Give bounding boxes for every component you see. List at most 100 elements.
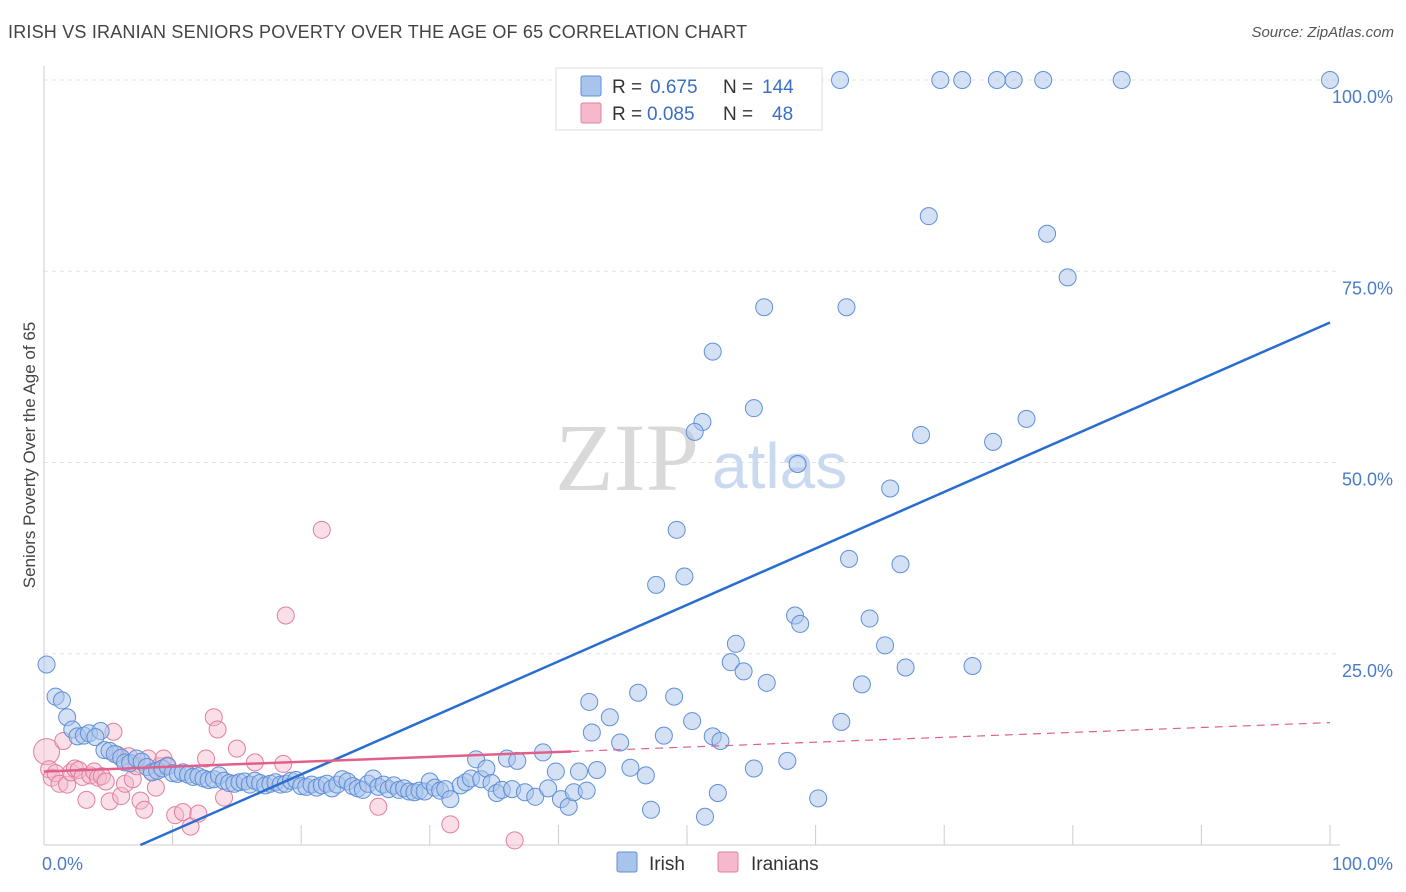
y-tick-label-3: 100.0%: [1332, 87, 1393, 107]
irish-point: [744, 399, 763, 418]
irish-point: [840, 549, 859, 568]
irish-point: [987, 71, 1006, 89]
irish-point: [1058, 268, 1077, 287]
irish-point: [587, 761, 606, 780]
iranian-point: [96, 772, 115, 791]
irish-point: [703, 342, 722, 361]
axis-layer: [43, 66, 1340, 846]
legend-top: R = 0.675 N = 144 R = 0.085 N = 48: [555, 67, 823, 131]
bottom-legend-irish-label: Irish: [649, 854, 685, 875]
legend-irish-r-value: 0.675: [650, 77, 698, 98]
irish-point: [683, 712, 702, 731]
irish-point: [809, 789, 828, 808]
legend-iranian-r-label: R =: [612, 104, 642, 125]
legend-irish-n-label: N =: [723, 77, 753, 98]
irish-point: [86, 728, 105, 747]
irish-point: [526, 787, 545, 806]
chart-title: IRISH VS IRANIAN SENIORS POVERTY OVER TH…: [8, 22, 748, 42]
irish-point: [726, 634, 745, 653]
watermark-zip: ZIP: [555, 404, 699, 511]
irish-point: [788, 455, 807, 474]
legend-irish-n-value: 144: [762, 77, 794, 98]
iranian-point: [100, 792, 119, 811]
iranian-point: [77, 790, 96, 809]
irish-point: [546, 762, 565, 781]
watermark: ZIP atlas: [555, 404, 847, 511]
irish-point: [539, 779, 558, 798]
irish-point: [569, 762, 588, 781]
iranian-point: [146, 778, 165, 797]
irish-point: [778, 751, 797, 770]
irish-point: [755, 298, 774, 317]
iranian-point: [73, 767, 92, 786]
iranian-point: [58, 775, 77, 794]
irish-point: [757, 673, 776, 692]
legend-iranian-swatch: [580, 102, 602, 124]
irish-point: [629, 683, 648, 702]
irish-point: [685, 422, 704, 441]
irish-point: [667, 520, 686, 539]
irish-point: [636, 766, 655, 785]
irish-point: [580, 692, 599, 711]
irish-point: [837, 298, 856, 317]
irish-point: [1112, 71, 1131, 89]
irish-point: [852, 675, 871, 694]
x-tick-label-1: 100.0%: [1332, 854, 1393, 874]
iranian-point: [197, 749, 216, 768]
watermark-atlas: atlas: [712, 430, 847, 502]
irish-point: [696, 807, 715, 826]
irish-trend-line: [139, 321, 1331, 847]
irish-point: [734, 662, 753, 681]
iranian-point: [505, 831, 524, 850]
irish-point: [953, 71, 972, 89]
irish-point: [963, 656, 982, 675]
iranian-point: [173, 803, 192, 822]
irish-point: [611, 733, 630, 752]
irish-point: [53, 691, 72, 710]
iranian-point: [135, 800, 154, 819]
irish-point: [441, 790, 460, 809]
irish-point: [919, 207, 938, 226]
iranian-point: [441, 815, 460, 834]
x-tick-label-0: 0.0%: [42, 854, 83, 874]
grid-layer: [44, 79, 1340, 655]
irish-point: [600, 708, 619, 727]
iranian-trend-line-extension: [571, 722, 1331, 753]
irish-point: [744, 759, 763, 778]
y-tick-label-1: 50.0%: [1342, 470, 1393, 490]
irish-point: [654, 726, 673, 745]
irish-point: [1034, 71, 1053, 89]
iranian-point: [312, 520, 331, 539]
legend-iranian-n-value: 48: [772, 104, 793, 125]
irish-point: [675, 567, 694, 586]
iranian-point: [112, 787, 131, 806]
irish-point: [577, 781, 596, 800]
irish-point: [1017, 409, 1036, 428]
irish-point: [708, 783, 727, 802]
irish-point: [876, 636, 895, 655]
irish-point: [912, 425, 931, 444]
irish-point: [832, 712, 851, 731]
irish-point: [831, 71, 850, 89]
bottom-legend-iranian-label: Iranians: [751, 854, 819, 875]
irish-point: [582, 723, 601, 742]
trend-layer: [43, 321, 1331, 847]
irish-point: [647, 575, 666, 594]
legend-iranian-r-value: 0.085: [647, 104, 695, 125]
bottom-legend-iranian-swatch: [717, 851, 739, 873]
bottom-legend-irish-swatch: [616, 851, 638, 873]
iranian-point: [276, 606, 295, 625]
iranian-point: [131, 791, 150, 810]
irish-point: [721, 653, 740, 672]
iranian-trend-line: [43, 750, 572, 773]
iranian-point: [369, 797, 388, 816]
irish-point: [791, 614, 810, 633]
iranian-point: [50, 774, 69, 793]
iranian-point: [204, 708, 223, 727]
irish-point: [1321, 71, 1339, 89]
iranian-point: [208, 720, 227, 739]
irish-point: [37, 655, 56, 674]
irish-point: [931, 71, 950, 89]
irish-point: [1004, 71, 1023, 89]
iranian-point: [46, 764, 65, 783]
